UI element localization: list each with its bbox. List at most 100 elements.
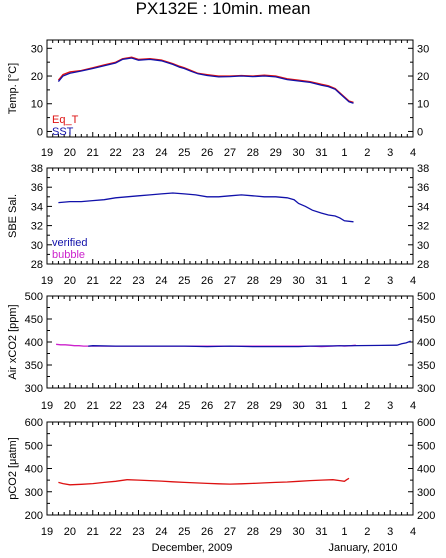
x-tick-label: 25 (178, 526, 190, 538)
footer-left-date: December, 2009 (152, 542, 233, 554)
y-axis-label: pCO2 [μatm] (7, 437, 19, 500)
y-tick-label-left: 34 (31, 201, 43, 213)
x-tick-label: 29 (270, 400, 282, 412)
x-tick-label: 28 (247, 147, 259, 159)
x-tick-label: 24 (155, 400, 167, 412)
x-tick-label: 29 (270, 147, 282, 159)
x-tick-label: 29 (270, 275, 282, 287)
y-tick-label-right: 36 (417, 182, 429, 194)
plot-frame (46, 167, 414, 265)
x-tick-label: 2 (364, 400, 370, 412)
y-tick-label-left: 32 (31, 221, 43, 233)
x-tick-label: 3 (387, 526, 393, 538)
x-tick-label: 26 (201, 526, 213, 538)
x-tick-label: 2 (364, 275, 370, 287)
y-tick-label-left: 28 (31, 259, 43, 271)
series-line-verified (58, 192, 354, 223)
x-tick-label: 29 (270, 526, 282, 538)
x-tick-label: 23 (132, 526, 144, 538)
y-tick-label-left: 300 (25, 487, 43, 499)
x-tick-label: 2 (364, 526, 370, 538)
y-tick-label-right: 32 (417, 221, 429, 233)
y-tick-label-right: 20 (417, 71, 429, 83)
y-tick-label-left: 38 (31, 163, 43, 175)
y-tick-label-left: 30 (31, 240, 43, 252)
legend-entry-sst: SST (52, 126, 74, 138)
x-tick-label: 21 (87, 400, 99, 412)
x-tick-label: 30 (293, 400, 305, 412)
y-tick-label-left: 30 (31, 43, 43, 55)
x-tick-label: 27 (224, 400, 236, 412)
y-tick-label-right: 400 (417, 337, 435, 349)
x-tick-label: 28 (247, 275, 259, 287)
x-tick-label: 23 (132, 400, 144, 412)
x-tick-label: 23 (132, 275, 144, 287)
y-tick-label-right: 30 (417, 43, 429, 55)
y-tick-label-left: 600 (25, 417, 43, 429)
x-tick-label: 26 (201, 275, 213, 287)
x-tick-label: 21 (87, 147, 99, 159)
y-tick-label-right: 350 (417, 360, 435, 372)
series-line-eq-t (57, 56, 354, 104)
x-tick-label: 30 (293, 275, 305, 287)
plot-frame (46, 421, 414, 516)
x-tick-label: 22 (110, 275, 122, 287)
y-tick-label-right: 400 (417, 464, 435, 476)
y-tick-label-right: 200 (417, 510, 435, 522)
x-tick-label: 20 (64, 400, 76, 412)
x-tick-label: 1 (341, 526, 347, 538)
y-tick-label-left: 450 (25, 314, 43, 326)
y-tick-label-right: 10 (417, 99, 429, 111)
y-tick-label-left: 0 (37, 126, 43, 138)
y-tick-label-left: 200 (25, 510, 43, 522)
y-tick-label-left: 20 (31, 71, 43, 83)
y-axis-label: Temp. [°C] (7, 63, 19, 114)
y-tick-label-right: 0 (417, 126, 423, 138)
x-tick-label: 26 (201, 147, 213, 159)
x-tick-label: 24 (155, 526, 167, 538)
y-axis-label: SBE Sal. (7, 194, 19, 238)
x-tick-label: 31 (315, 400, 327, 412)
x-tick-label: 30 (293, 526, 305, 538)
series-line-sst (57, 57, 354, 104)
x-tick-label: 20 (64, 275, 76, 287)
x-tick-label: 1 (341, 400, 347, 412)
x-tick-label: 22 (110, 526, 122, 538)
y-tick-label-left: 500 (25, 440, 43, 452)
x-tick-label: 23 (132, 147, 144, 159)
x-tick-label: 31 (315, 275, 327, 287)
x-tick-label: 19 (41, 400, 53, 412)
series-line-verified (88, 340, 411, 348)
legend-entry-bubble: bubble (52, 249, 85, 261)
y-tick-label-right: 500 (417, 440, 435, 452)
y-tick-label-right: 500 (417, 291, 435, 303)
y-tick-label-left: 350 (25, 360, 43, 372)
x-tick-label: 3 (387, 400, 393, 412)
x-tick-label: 3 (387, 147, 393, 159)
x-tick-label: 27 (224, 147, 236, 159)
legend-entry-eq-t: Eq_T (52, 114, 79, 126)
y-tick-label-right: 300 (417, 487, 435, 499)
x-tick-label: 25 (178, 400, 190, 412)
y-tick-label-right: 30 (417, 240, 429, 252)
x-tick-label: 4 (410, 400, 416, 412)
y-tick-label-left: 36 (31, 182, 43, 194)
x-tick-label: 25 (178, 275, 190, 287)
footer-right-date: January, 2010 (329, 542, 398, 554)
y-tick-label-left: 10 (31, 99, 43, 111)
x-tick-label: 2 (364, 147, 370, 159)
x-tick-label: 1 (341, 275, 347, 287)
x-tick-label: 22 (110, 400, 122, 412)
x-tick-label: 19 (41, 526, 53, 538)
legend-entry-verified: verified (52, 237, 87, 249)
x-tick-label: 1 (341, 147, 347, 159)
y-tick-label-left: 300 (25, 383, 43, 395)
x-tick-label: 27 (224, 275, 236, 287)
y-tick-label-left: 400 (25, 464, 43, 476)
y-tick-label-left: 400 (25, 337, 43, 349)
x-tick-label: 19 (41, 275, 53, 287)
y-tick-label-right: 34 (417, 201, 429, 213)
x-tick-label: 31 (315, 526, 327, 538)
